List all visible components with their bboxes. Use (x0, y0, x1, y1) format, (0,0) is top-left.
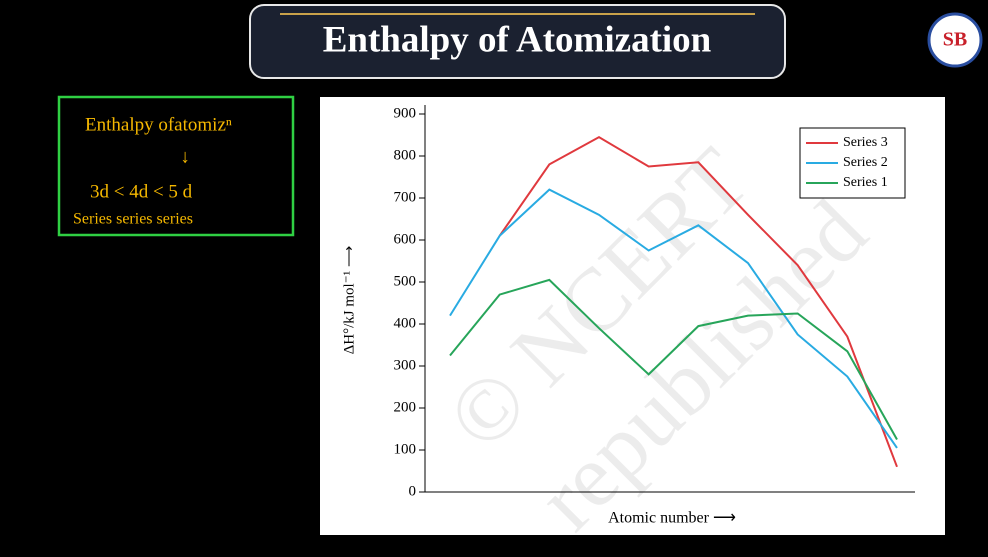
legend-label: Series 3 (843, 135, 888, 150)
y-tick-label: 600 (394, 231, 417, 247)
note-line: Series series series (73, 211, 193, 228)
notes-box (57, 95, 295, 237)
y-tick-label: 200 (394, 399, 417, 415)
title-box (249, 4, 786, 79)
note-line: 3d < 4d < 5 d (90, 181, 193, 202)
y-tick-label: 400 (394, 315, 417, 331)
page-title: Enthalpy of Atomization (323, 19, 712, 60)
legend-label: Series 1 (843, 175, 888, 190)
note-arrow: ↓ (180, 146, 190, 167)
legend-box (799, 127, 906, 199)
y-axis-label: ΔH°/kJ mol⁻¹ ⟶ (341, 246, 357, 355)
y-tick-label: 0 (409, 483, 417, 499)
y-tick-label: 100 (394, 441, 417, 457)
y-tick-label: 500 (394, 273, 417, 289)
series-line (449, 278, 898, 440)
logo (927, 12, 983, 68)
logo-text: SB (943, 29, 967, 51)
series-line (498, 135, 898, 468)
y-tick-label: 900 (394, 105, 417, 121)
legend-label: Series 2 (843, 155, 888, 170)
y-tick-label: 700 (394, 189, 417, 205)
y-tick-label: 300 (394, 357, 417, 373)
note-line: Enthalpy ofatomizⁿ (85, 114, 232, 135)
y-tick-label: 800 (394, 147, 417, 163)
x-axis-label: Atomic number ⟶ (608, 510, 736, 527)
series-line (449, 188, 898, 449)
